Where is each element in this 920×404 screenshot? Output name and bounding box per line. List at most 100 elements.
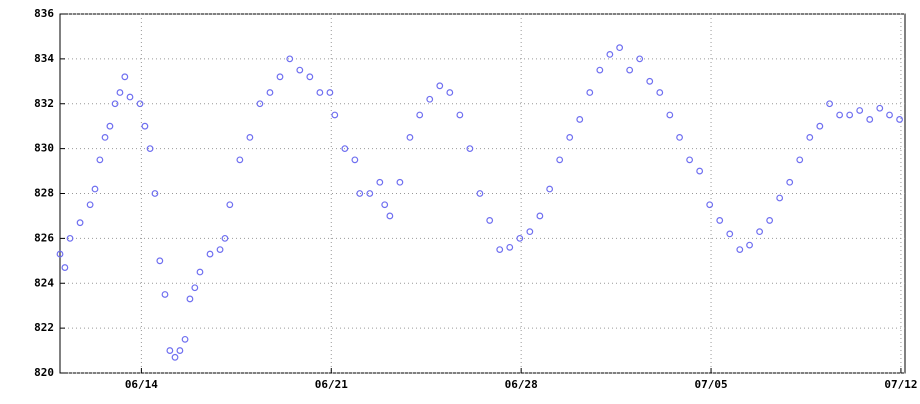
- point: [576, 116, 584, 123]
- point: [416, 111, 424, 119]
- point: [736, 246, 744, 253]
- point: [376, 178, 384, 186]
- point: [706, 201, 714, 209]
- point: [216, 246, 224, 253]
- point: [496, 246, 504, 253]
- point: [506, 243, 514, 251]
- point: [456, 111, 464, 119]
- point: [286, 55, 294, 63]
- point: [866, 116, 874, 123]
- point: [96, 156, 104, 164]
- point: [156, 257, 164, 265]
- point: [221, 234, 229, 242]
- point: [366, 190, 374, 197]
- point: [476, 190, 484, 197]
- y-tick-label: 836: [34, 7, 54, 20]
- point: [66, 234, 74, 242]
- point: [726, 230, 734, 238]
- point: [546, 185, 554, 193]
- point: [396, 178, 404, 186]
- point: [686, 156, 694, 164]
- point: [656, 89, 664, 96]
- y-tick-label: 828: [34, 187, 54, 200]
- point: [246, 134, 254, 141]
- point: [746, 241, 753, 249]
- point: [326, 89, 334, 96]
- point: [436, 82, 444, 90]
- point: [266, 89, 274, 96]
- point: [406, 134, 414, 141]
- point: [381, 201, 389, 209]
- point: [556, 156, 564, 164]
- point: [696, 167, 704, 175]
- y-tick-label: 820: [34, 366, 54, 379]
- point: [716, 217, 724, 224]
- x-tick-label: 06/21: [315, 378, 348, 391]
- point: [151, 190, 159, 197]
- point: [116, 89, 124, 96]
- point: [226, 201, 234, 209]
- point: [341, 145, 349, 153]
- point: [666, 111, 674, 119]
- point: [146, 145, 154, 153]
- point: [606, 50, 614, 58]
- point: [316, 89, 324, 96]
- y-tick-label: 822: [34, 321, 54, 334]
- point: [796, 156, 804, 164]
- point: [86, 201, 94, 209]
- point: [61, 264, 69, 271]
- point: [626, 66, 634, 74]
- y-tick-label: 824: [34, 276, 54, 289]
- y-tick-label: 826: [34, 231, 54, 244]
- point: [596, 66, 604, 74]
- point: [181, 335, 189, 343]
- point: [111, 100, 119, 108]
- point: [256, 100, 264, 108]
- point: [176, 347, 184, 354]
- point: [76, 219, 84, 227]
- point: [426, 95, 434, 103]
- point: [486, 217, 494, 224]
- point: [296, 66, 304, 74]
- point: [206, 250, 214, 258]
- point: [776, 194, 784, 202]
- point: [816, 122, 824, 130]
- point: [126, 93, 134, 101]
- point: [161, 291, 169, 298]
- point: [536, 212, 544, 220]
- point: [141, 122, 149, 130]
- x-tick-label: 06/14: [125, 378, 158, 391]
- point: [636, 55, 644, 63]
- point: [766, 217, 774, 224]
- point: [276, 73, 284, 81]
- point: [756, 228, 764, 236]
- point: [826, 100, 833, 108]
- point: [806, 134, 814, 141]
- point: [106, 122, 114, 130]
- point: [306, 73, 314, 81]
- y-tick-label: 834: [34, 52, 54, 65]
- point: [136, 100, 144, 108]
- point: [786, 178, 794, 186]
- point: [566, 134, 574, 141]
- point: [386, 212, 394, 220]
- point: [186, 295, 194, 303]
- point: [331, 111, 339, 119]
- point: [586, 89, 594, 96]
- point: [846, 111, 854, 119]
- point: [351, 156, 359, 164]
- point: [91, 185, 99, 193]
- point: [646, 77, 654, 85]
- point: [166, 347, 174, 354]
- y-tick-label: 832: [34, 97, 54, 110]
- x-tick-label: 07/05: [694, 378, 727, 391]
- point: [886, 111, 893, 119]
- point: [56, 250, 64, 258]
- point: [121, 73, 129, 81]
- point: [171, 353, 179, 361]
- point: [236, 156, 244, 164]
- point: [856, 107, 864, 114]
- point: [101, 134, 109, 141]
- point: [836, 111, 844, 119]
